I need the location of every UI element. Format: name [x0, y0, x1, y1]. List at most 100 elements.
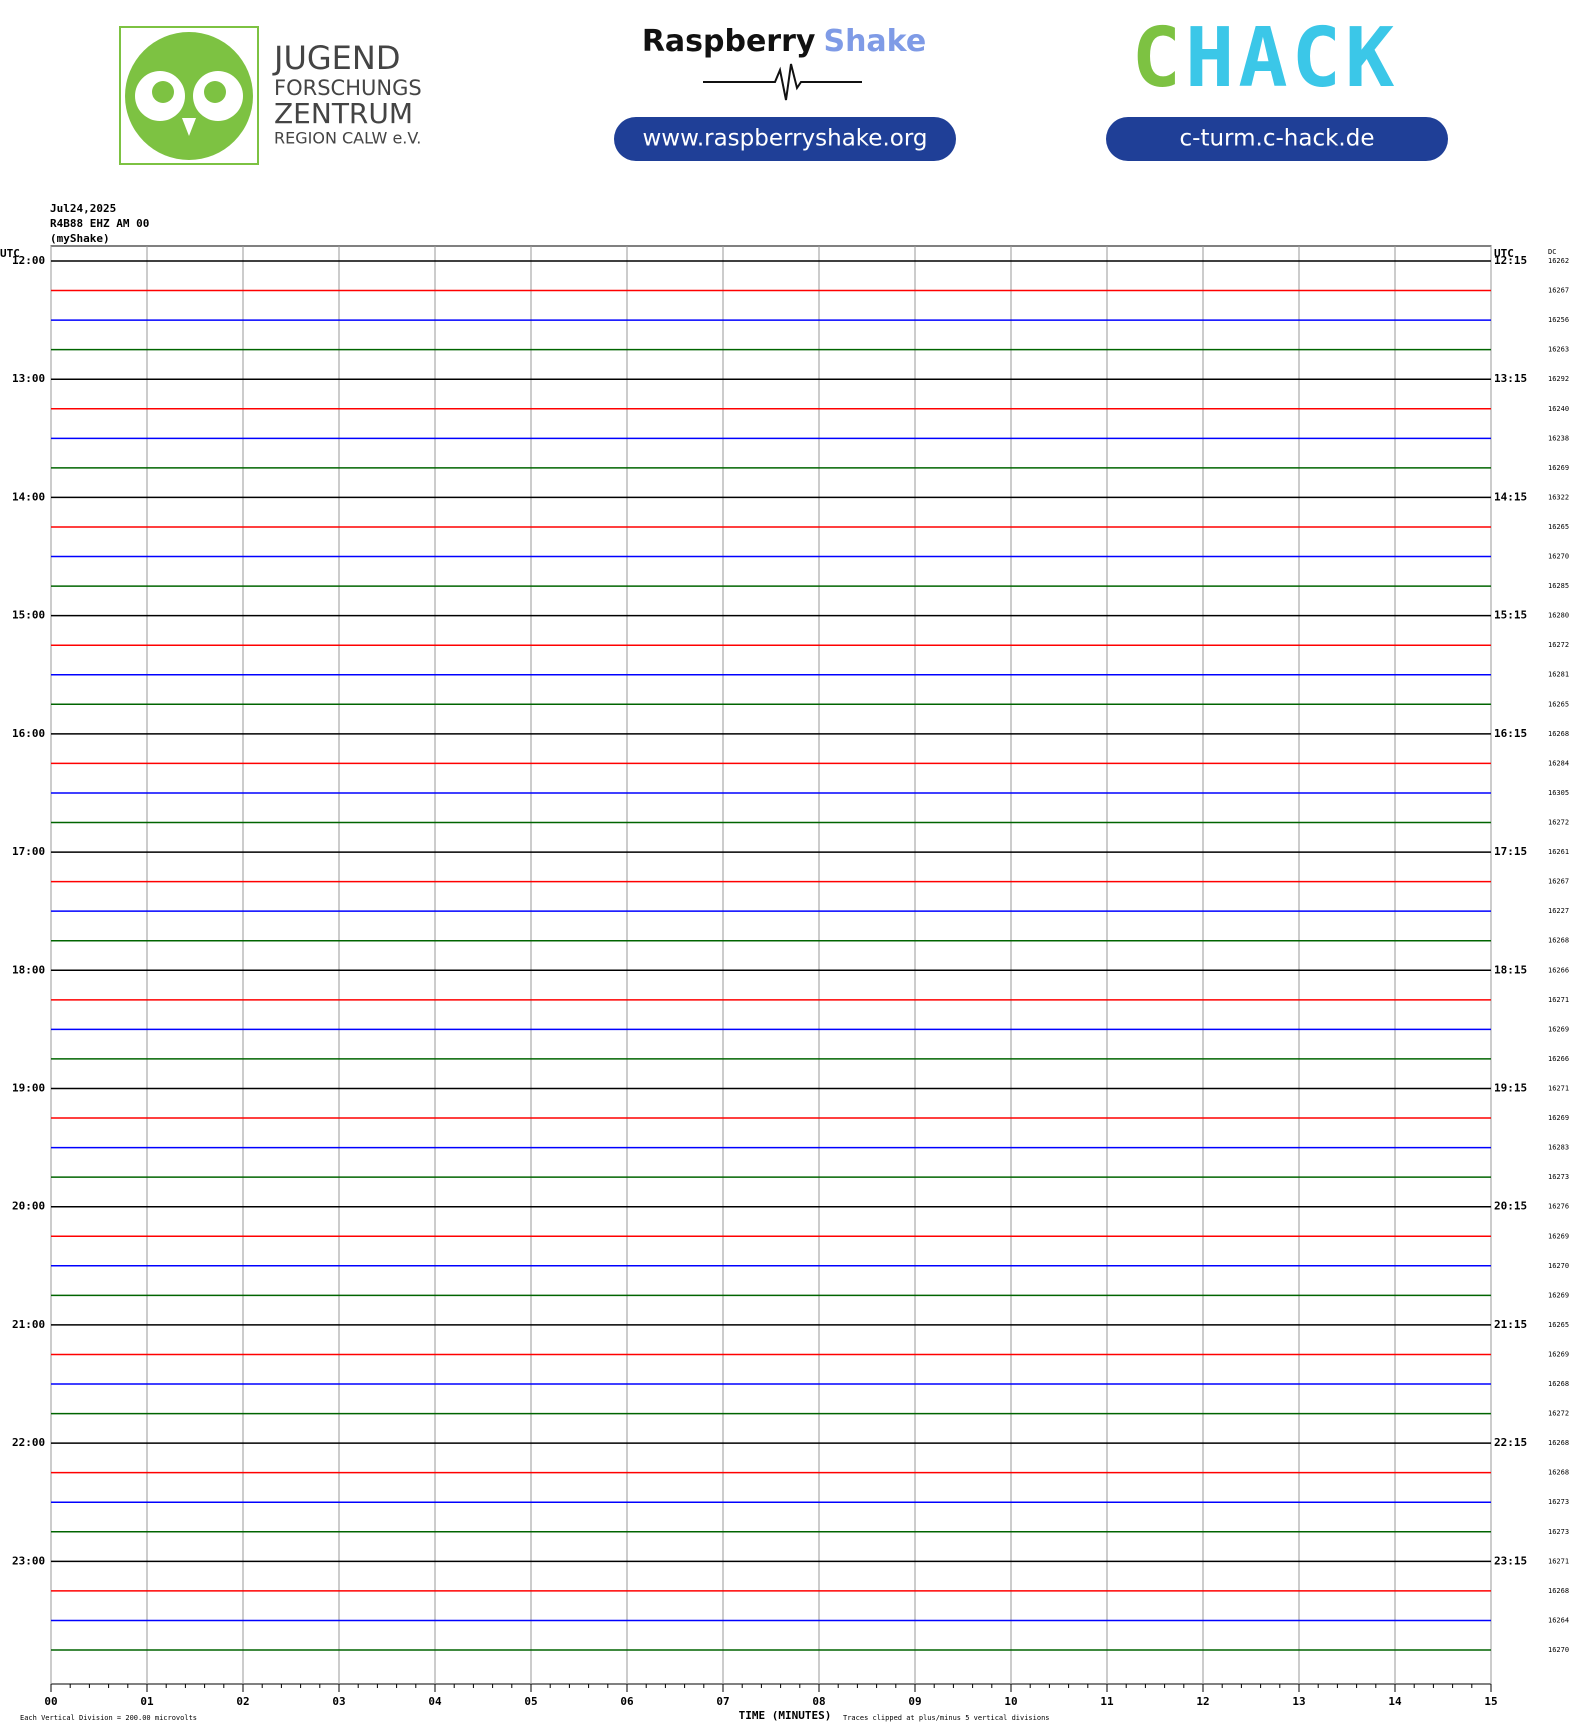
date: Jul24,2025 — [50, 202, 116, 215]
dc-value: 16266 — [1548, 966, 1569, 974]
dc-value: 16270 — [1548, 553, 1569, 561]
dc-value: 16269 — [1548, 1291, 1569, 1299]
chack-letters: HACK — [1185, 11, 1398, 106]
dc-value: 16262 — [1548, 257, 1569, 265]
jfz-text: JUGEND — [272, 39, 400, 77]
right-time-label: 21:15 — [1494, 1318, 1527, 1331]
right-time-label: 19:15 — [1494, 1081, 1527, 1094]
x-tick-label: 13 — [1292, 1695, 1305, 1708]
x-tick-label: 10 — [1004, 1695, 1017, 1708]
dc-value: 16322 — [1548, 493, 1569, 501]
jfz-text: ZENTRUM — [274, 97, 413, 130]
dc-value: 16272 — [1548, 819, 1569, 827]
x-tick-label: 01 — [140, 1695, 154, 1708]
jfz-logo — [119, 26, 259, 165]
left-time-label: 15:00 — [12, 609, 45, 622]
x-tick-label: 14 — [1388, 1695, 1402, 1708]
jfz-text: FORSCHUNGS — [274, 76, 422, 100]
x-tick-label: 12 — [1196, 1695, 1209, 1708]
x-tick-label: 09 — [908, 1695, 921, 1708]
rs-word: Raspberry — [642, 24, 816, 59]
left-time-label: 21:00 — [12, 1318, 45, 1331]
left-time-label: 20:00 — [12, 1200, 45, 1213]
logo-pupil — [204, 81, 226, 103]
dc-value: 16272 — [1548, 1410, 1569, 1418]
dc-value: 16285 — [1548, 582, 1569, 590]
x-tick-label: 03 — [332, 1695, 345, 1708]
dc-value: 16268 — [1548, 1469, 1569, 1477]
dc-label: DC — [1548, 248, 1556, 256]
rs-title: Raspberry Shake — [642, 24, 926, 59]
dc-value: 16267 — [1548, 878, 1569, 886]
left-time-label: 12:00 — [12, 254, 45, 267]
dc-value: 16271 — [1548, 1557, 1569, 1565]
x-tick-label: 05 — [524, 1695, 537, 1708]
dc-value: 16263 — [1548, 346, 1569, 354]
dc-value: 16273 — [1548, 1498, 1569, 1506]
dc-value: 16270 — [1548, 1646, 1569, 1654]
chack-logo: CHACK — [1132, 11, 1399, 106]
dc-value: 16268 — [1548, 937, 1569, 945]
dc-value: 16284 — [1548, 759, 1569, 767]
dc-value: 16268 — [1548, 1380, 1569, 1388]
x-tick-label: 11 — [1100, 1695, 1114, 1708]
left-time-label: 19:00 — [12, 1081, 45, 1094]
logo-beak — [182, 118, 196, 136]
dc-value: 16269 — [1548, 1114, 1569, 1122]
dc-value: 16238 — [1548, 434, 1569, 442]
dc-value: 16265 — [1548, 1321, 1569, 1329]
dc-value: 16272 — [1548, 641, 1569, 649]
right-time-label: 23:15 — [1494, 1554, 1527, 1567]
dc-value: 16273 — [1548, 1173, 1569, 1181]
rs-url[interactable]: www.raspberryshake.org — [643, 126, 928, 152]
right-time-label: 16:15 — [1494, 727, 1527, 740]
left-axis-label: UTC — [0, 247, 20, 260]
dc-value: 16268 — [1548, 1439, 1569, 1447]
right-time-label: 14:15 — [1494, 490, 1527, 503]
dc-value: 16283 — [1548, 1144, 1569, 1152]
dc-value: 16240 — [1548, 405, 1569, 413]
dc-value: 16268 — [1548, 730, 1569, 738]
dc-value: 16276 — [1548, 1203, 1569, 1211]
dc-value: 16265 — [1548, 700, 1569, 708]
dc-value: 16227 — [1548, 907, 1569, 915]
plot-frame — [50, 245, 1492, 1685]
chack-url[interactable]: c-turm.c-hack.de — [1180, 126, 1375, 152]
left-time-label: 14:00 — [12, 490, 45, 503]
source: (myShake) — [50, 232, 110, 245]
x-axis-label: TIME (MINUTES) — [739, 1709, 832, 1722]
left-time-label: 17:00 — [12, 845, 45, 858]
dc-value: 16261 — [1548, 848, 1569, 856]
x-tick-label: 06 — [620, 1695, 634, 1708]
dc-value: 16256 — [1548, 316, 1569, 324]
dc-value: 16270 — [1548, 1262, 1569, 1270]
right-axis-label: UTC — [1494, 247, 1514, 260]
x-tick-label: 00 — [44, 1695, 57, 1708]
left-time-label: 18:00 — [12, 963, 45, 976]
dc-value: 16281 — [1548, 671, 1569, 679]
right-time-label: 17:15 — [1494, 845, 1527, 858]
chack-letter: C — [1132, 11, 1185, 106]
right-time-label: 20:15 — [1494, 1200, 1527, 1213]
x-tick-label: 08 — [812, 1695, 825, 1708]
right-time-label: 15:15 — [1494, 609, 1527, 622]
dc-value: 16280 — [1548, 612, 1569, 620]
logo-owl — [125, 32, 253, 160]
dc-value: 16268 — [1548, 1587, 1569, 1595]
scale-note: Each Vertical Division = 200.00 microvol… — [20, 1714, 197, 1722]
station: R4B88 EHZ AM 00 — [50, 217, 149, 230]
logo-pupil — [152, 81, 174, 103]
right-time-label: 13:15 — [1494, 372, 1527, 385]
dc-value: 16269 — [1548, 1350, 1569, 1358]
x-tick-label: 04 — [428, 1695, 442, 1708]
dc-value: 16271 — [1548, 1084, 1569, 1092]
dc-value: 16269 — [1548, 1025, 1569, 1033]
clip-note: Traces clipped at plus/minus 5 vertical … — [843, 1714, 1050, 1722]
left-time-label: 13:00 — [12, 372, 45, 385]
left-time-label: 16:00 — [12, 727, 45, 740]
dc-value: 16266 — [1548, 1055, 1569, 1063]
dc-value: 16269 — [1548, 464, 1569, 472]
x-tick-label: 02 — [236, 1695, 249, 1708]
x-tick-label: 15 — [1484, 1695, 1497, 1708]
